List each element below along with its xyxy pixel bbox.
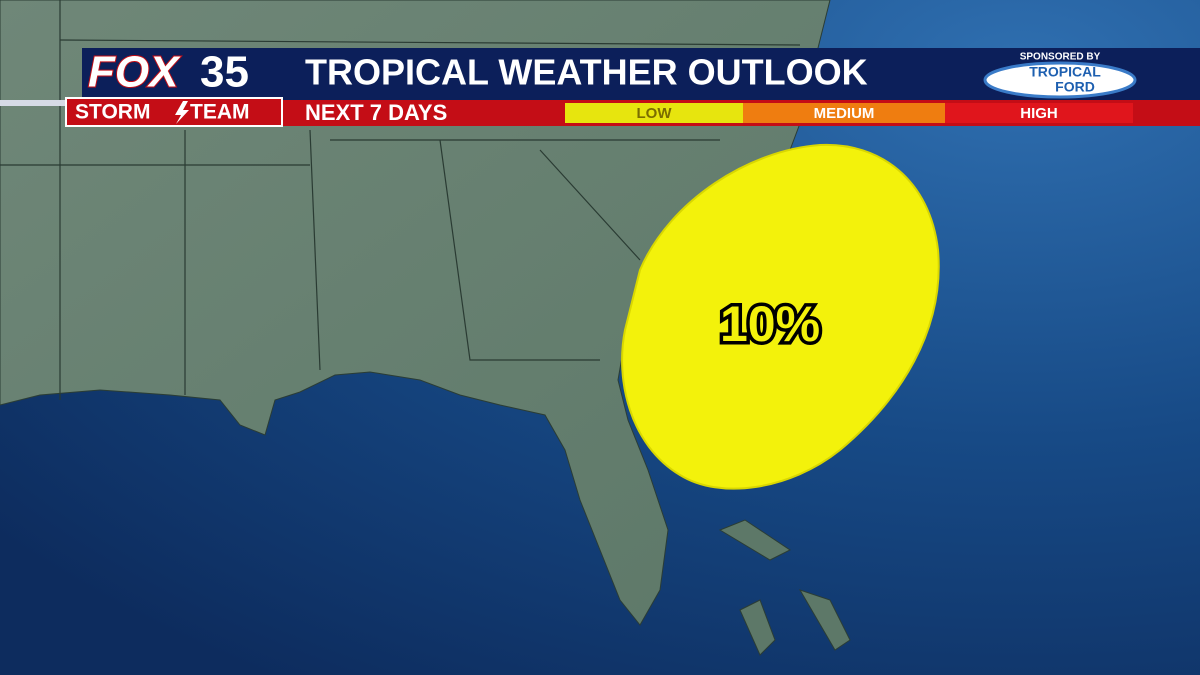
state-borders: [0, 0, 801, 400]
bolt-icon: [175, 101, 189, 124]
legend-label: MEDIUM: [814, 105, 875, 122]
sponsor-name: FORD: [1055, 79, 1095, 95]
rule: [0, 100, 70, 106]
channel: 35: [200, 48, 249, 97]
brand: FOX: [88, 48, 181, 97]
legend-medium: [743, 103, 945, 123]
legend-low: [565, 103, 743, 123]
subtitle: NEXT 7 DAYS: [305, 100, 447, 125]
legend-label: LOW: [637, 105, 673, 122]
sponsor-logo: [983, 61, 1137, 99]
title: TROPICAL WEATHER OUTLOOK: [305, 52, 868, 93]
sponsor-name: TROPICAL: [1029, 64, 1101, 80]
sponsor-label: SPONSORED BY: [1020, 52, 1101, 63]
legend-label: HIGH: [1020, 105, 1058, 122]
team-left: STORM: [75, 101, 150, 124]
outlook-area: [621, 143, 940, 490]
logo-bg: [82, 48, 282, 100]
outlook-label: 10%: [720, 296, 820, 352]
team-box: [65, 97, 283, 127]
legend-high: [945, 103, 1133, 123]
islands: [718, 519, 851, 656]
team-right: TEAM: [190, 101, 250, 124]
